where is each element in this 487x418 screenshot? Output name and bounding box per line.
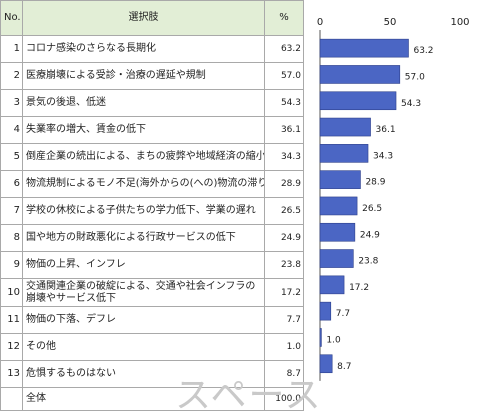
data-label-11: 7.7 bbox=[336, 309, 350, 319]
bar-7 bbox=[319, 196, 358, 216]
row-no: 11 bbox=[0, 306, 23, 334]
bar-chart: 0 50 100 63.2 57.0 54.3 36.1 34.3 28.9 26.5 24.9 23… bbox=[317, 17, 470, 381]
row-no: 3 bbox=[0, 89, 23, 117]
data-label-4: 36.1 bbox=[376, 125, 396, 135]
bar-5 bbox=[319, 144, 369, 163]
bar-4 bbox=[319, 117, 371, 137]
row-value: 24.9 bbox=[264, 224, 304, 252]
row-label: 物価の下落、デフレ bbox=[22, 306, 265, 334]
row-label: 学校の休校による子供たちの学力低下、学業の遅れ bbox=[22, 197, 265, 225]
row-no: 6 bbox=[0, 170, 23, 198]
row-label: 物流規制によるモノ不足(海外からの(への)物流の滞り) bbox=[22, 170, 265, 198]
row-no: 1 bbox=[0, 35, 23, 63]
survey-table: No. 選択肢 % 1 コロナ感染のさらなる長期化 63.2 2 医療崩壊による受診・… bbox=[0, 0, 304, 411]
row-label: 医療崩壊による受診・治療の遅延や規制 bbox=[22, 62, 265, 90]
row-value: 36.1 bbox=[264, 116, 304, 144]
x-tick-label: 100 bbox=[450, 17, 469, 28]
row-value: 28.9 bbox=[264, 170, 304, 198]
row-no: 4 bbox=[0, 116, 23, 144]
bar-1 bbox=[319, 38, 409, 58]
row-value: 34.3 bbox=[264, 143, 304, 171]
data-label-8: 24.9 bbox=[360, 230, 380, 240]
data-label-13: 8.7 bbox=[337, 362, 351, 372]
watermark: スペース bbox=[175, 375, 323, 416]
data-label-6: 28.9 bbox=[365, 178, 385, 188]
data-label-12: 1.0 bbox=[326, 335, 341, 345]
row-value: 63.2 bbox=[264, 35, 304, 63]
bar-10 bbox=[319, 275, 345, 295]
row-no: 13 bbox=[0, 360, 23, 388]
row-label: 物価の上昇、インフレ bbox=[22, 251, 265, 279]
data-label-3: 54.3 bbox=[401, 99, 421, 109]
bar-6 bbox=[319, 170, 361, 189]
row-value: 17.2 bbox=[264, 278, 304, 307]
data-label-5: 34.3 bbox=[373, 151, 393, 161]
bar-2 bbox=[319, 65, 401, 84]
row-label: 交通関連企業の破綻による、交通や社会インフラの崩壊やサービス低下 bbox=[22, 278, 265, 307]
bar-8 bbox=[319, 222, 356, 242]
row-value: 57.0 bbox=[264, 62, 304, 90]
data-label-7: 26.5 bbox=[362, 204, 382, 214]
data-label-9: 23.8 bbox=[358, 257, 378, 267]
row-no: 12 bbox=[0, 333, 23, 361]
row-value: 23.8 bbox=[264, 251, 304, 279]
bar-11 bbox=[319, 301, 332, 321]
row-no: 2 bbox=[0, 62, 23, 90]
bar-12 bbox=[319, 328, 322, 347]
row-label: 失業率の増大、賃金の低下 bbox=[22, 116, 265, 144]
row-label: 国や地方の財政悪化による行政サービスの低下 bbox=[22, 224, 265, 252]
bar-9 bbox=[319, 249, 354, 268]
row-no: 8 bbox=[0, 224, 23, 252]
row-label: その他 bbox=[22, 333, 265, 361]
row-no: 10 bbox=[0, 278, 23, 307]
row-value: 54.3 bbox=[264, 89, 304, 117]
total-no bbox=[0, 387, 23, 411]
header-no: No. bbox=[0, 0, 23, 36]
row-value: 7.7 bbox=[264, 306, 304, 334]
row-no: 7 bbox=[0, 197, 23, 225]
row-no: 5 bbox=[0, 143, 23, 171]
row-no: 9 bbox=[0, 251, 23, 279]
data-label-2: 57.0 bbox=[405, 72, 425, 82]
row-value: 26.5 bbox=[264, 197, 304, 225]
row-label: 景気の後退、低迷 bbox=[22, 89, 265, 117]
row-value: 1.0 bbox=[264, 333, 304, 361]
header-option: 選択肢 bbox=[22, 0, 265, 36]
x-tick-label: 50 bbox=[384, 17, 397, 28]
header-pct: % bbox=[264, 0, 304, 36]
x-tick-label: 0 bbox=[317, 17, 323, 28]
bar-13 bbox=[319, 354, 333, 374]
data-label-1: 63.2 bbox=[413, 46, 433, 56]
data-label-10: 17.2 bbox=[349, 283, 369, 293]
bar-3 bbox=[319, 91, 397, 111]
row-label: 倒産企業の続出による、まちの疲弊や地域経済の縮小 bbox=[22, 143, 265, 171]
row-label: コロナ感染のさらなる長期化 bbox=[22, 35, 265, 63]
